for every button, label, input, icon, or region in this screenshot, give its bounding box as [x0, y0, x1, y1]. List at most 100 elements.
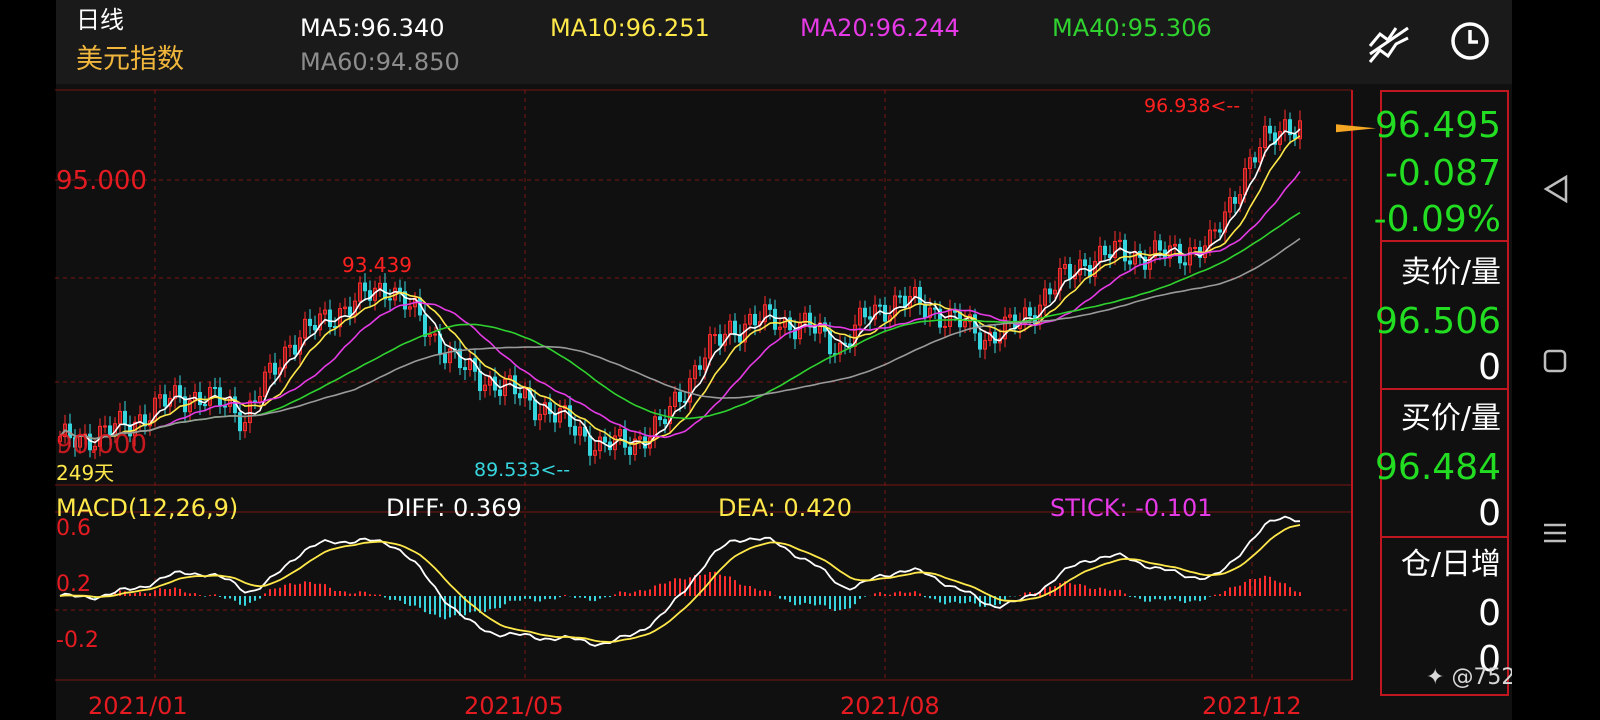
candle-body [753, 313, 757, 326]
diff-line [59, 515, 1301, 647]
candle-body [773, 308, 777, 330]
candle-body [713, 334, 717, 337]
period-label[interactable]: 日线 [76, 6, 124, 34]
candle-body [208, 386, 212, 406]
candle-body [603, 436, 607, 443]
candle-body [678, 391, 682, 402]
macd-lines [59, 515, 1301, 647]
ma40-line [59, 211, 1301, 440]
ma60-line [59, 237, 1301, 440]
candle-body [458, 348, 462, 369]
candle-body [1173, 243, 1177, 247]
clock-icon[interactable] [1450, 21, 1490, 61]
candle-body [123, 410, 127, 426]
macd-dea: DEA: 0.420 [718, 494, 853, 522]
candle-body [698, 365, 702, 370]
x-tick-dec: 2021/12 [1202, 692, 1302, 720]
back-icon[interactable] [1542, 174, 1570, 204]
candle-body [538, 413, 542, 421]
x-tick-may: 2021/05 [464, 692, 564, 720]
candle-body [358, 282, 362, 302]
candle-body [858, 307, 862, 326]
candle-body [403, 291, 407, 310]
ask-box: 卖价/量 96.506 0 [1375, 240, 1509, 388]
candle-body [248, 400, 252, 424]
candle-body [878, 304, 882, 307]
candle-body [173, 385, 177, 399]
candle-body [703, 357, 707, 370]
candle-body [388, 298, 392, 301]
candle-body [923, 303, 927, 318]
candle-body [898, 295, 902, 298]
candle-body [688, 378, 692, 403]
candle-body [398, 287, 402, 293]
candle-body [288, 344, 292, 348]
candle-body [443, 353, 447, 364]
app-background [56, 0, 1512, 720]
candle-body [778, 326, 782, 330]
candle-body [283, 346, 287, 369]
candle-body [598, 436, 602, 452]
macd-title: MACD(12,26,9) [56, 494, 239, 522]
candle-body [838, 342, 842, 355]
candle-body [1053, 289, 1057, 295]
candle-body [578, 426, 582, 436]
candle-body [1063, 263, 1067, 269]
chart-annotations [1336, 124, 1376, 133]
candle-body [928, 307, 932, 318]
candle-body [848, 343, 852, 347]
candle-body [498, 389, 502, 397]
x-tick-aug: 2021/08 [840, 692, 940, 720]
candle-body [238, 412, 242, 432]
candle-body [1068, 263, 1072, 280]
instrument-name: 美元指数 [76, 44, 184, 75]
candle-body [1128, 260, 1132, 265]
indicator-toggle-icon[interactable] [1366, 20, 1412, 64]
candle-body [653, 416, 657, 439]
candle-body [158, 394, 162, 399]
candle-body [433, 333, 437, 336]
candle-body [1193, 246, 1197, 249]
chart-header: 日线 美元指数 MA5:96.340 MA10:96.251 MA20:96.2… [56, 0, 1512, 84]
candle-body [348, 306, 352, 316]
candle-body [828, 330, 832, 355]
candle-body [1268, 125, 1272, 134]
candle-body [1048, 288, 1052, 295]
ma20-line [59, 171, 1301, 440]
home-icon[interactable] [1542, 348, 1568, 374]
candle-body [108, 425, 112, 436]
candle-body [408, 306, 412, 310]
price-change: -0.087 [1384, 153, 1501, 194]
system-navbar [1512, 0, 1600, 720]
candle-body [463, 367, 467, 371]
candle-body [1183, 262, 1187, 266]
ma10-line [59, 135, 1301, 445]
candle-body [1083, 259, 1087, 267]
candle-body [73, 437, 77, 448]
open-interest-box: 仓/日增 0 0 [1380, 536, 1509, 696]
ask-volume: 0 [1478, 347, 1501, 388]
y-tick-95: 95.000 [56, 166, 147, 196]
candle-body [558, 408, 562, 423]
candle-body [1288, 119, 1292, 136]
candle-body [663, 419, 667, 425]
candle-body [938, 308, 942, 328]
menu-icon[interactable] [1542, 520, 1568, 546]
candle-body [983, 339, 987, 350]
candle-body [618, 429, 622, 437]
bid-label: 买价/量 [1400, 401, 1501, 436]
macd-diff: DIFF: 0.369 [386, 494, 522, 522]
candle-body [268, 362, 272, 373]
candle-body [1158, 240, 1162, 251]
dea-line [59, 524, 1301, 643]
candle-body [1213, 229, 1217, 232]
candle-body [513, 375, 517, 395]
candle-body [78, 434, 82, 448]
candle-body [363, 282, 367, 292]
candle-body [588, 435, 592, 456]
candle-body [1253, 157, 1257, 163]
ma20-label: MA20:96.244 [800, 14, 960, 42]
low-mark-label: 89.533<-- [474, 459, 571, 481]
candle-body [978, 332, 982, 350]
